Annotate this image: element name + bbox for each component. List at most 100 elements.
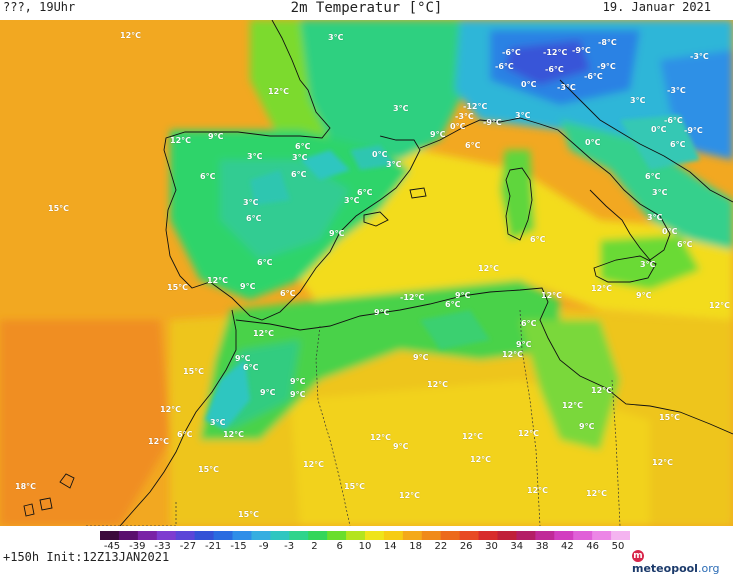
temperature-label: -3°C	[667, 86, 686, 95]
color-scale-swatch	[346, 531, 366, 540]
temperature-label: -6°C	[495, 62, 514, 71]
temperature-label: 0°C	[585, 138, 601, 147]
color-scale-swatch	[118, 531, 139, 540]
color-scale-swatch	[156, 531, 177, 540]
color-scale-tick: 6	[336, 541, 343, 552]
temperature-label: -3°C	[690, 52, 709, 61]
temperature-label: 12°C	[399, 491, 421, 500]
temperature-label: 3°C	[652, 188, 668, 197]
temperature-label: 9°C	[430, 130, 446, 139]
temperature-label: -9°C	[483, 118, 502, 127]
temperature-label: 15°C	[48, 204, 70, 213]
color-scale-swatch	[478, 531, 498, 540]
color-scale-ticks: -45 -39 -33 -27 -21 -15 -9 -3 2 6 10 14 18 22 26 30 34 38…	[100, 541, 630, 553]
meteopool-logo[interactable]: mmeteopool.org	[632, 547, 733, 575]
temperature-label: 6°C	[280, 289, 296, 298]
temperature-label: -6°C	[584, 72, 603, 81]
temperature-label: -6°C	[664, 116, 683, 125]
color-scale-tick: -15	[230, 541, 247, 552]
temperature-label: 6°C	[357, 188, 373, 197]
color-scale-tick: 2	[311, 541, 318, 552]
temperature-label: 6°C	[295, 142, 311, 151]
color-scale-swatch	[592, 531, 612, 540]
color-scale-tick: 50	[611, 541, 625, 552]
temperature-label: 3°C	[386, 160, 402, 169]
temperature-label: 6°C	[677, 240, 693, 249]
temperature-label: 12°C	[652, 458, 674, 467]
coastlines	[23, 20, 733, 526]
temperature-label: 15°C	[238, 510, 260, 519]
temperature-label: 3°C	[344, 196, 360, 205]
temperature-label: 3°C	[292, 153, 308, 162]
color-scale-swatch	[100, 531, 120, 540]
color-scale-swatch	[459, 531, 480, 540]
color-scale-swatch	[497, 531, 517, 540]
temperature-label: 12°C	[253, 329, 275, 338]
color-scale-swatch	[611, 531, 630, 540]
color-scale-swatch	[327, 531, 347, 540]
temperature-label: 12°C	[591, 284, 613, 293]
temperature-label: 9°C	[290, 390, 306, 399]
temperature-label: 6°C	[200, 172, 216, 181]
color-scale-tick: 26	[459, 541, 473, 552]
color-scale-swatch	[137, 531, 158, 540]
color-scale-tick: 30	[485, 541, 498, 552]
color-scale-swatch	[554, 531, 574, 540]
temperature-label: 6°C	[521, 319, 537, 328]
color-scale-swatch	[516, 531, 536, 540]
temperature-label: 12°C	[562, 401, 584, 410]
temperature-label: 3°C	[328, 33, 344, 42]
temperature-label: 9°C	[636, 291, 652, 300]
color-scale-swatch	[440, 531, 461, 540]
color-scale-swatch	[175, 531, 196, 540]
temperature-label: 9°C	[329, 229, 345, 238]
temperature-label: 9°C	[579, 422, 595, 431]
temperature-label: 12°C	[427, 380, 449, 389]
temperature-label: -12°C	[400, 293, 425, 302]
temperature-label: 6°C	[530, 235, 546, 244]
temperature-label: 9°C	[393, 442, 409, 451]
map-footer: -45 -39 -33 -27 -21 -15 -9 -3 2 6 10 14 18 22 26 30 34 38…	[0, 526, 733, 575]
temperature-label: 6°C	[243, 363, 259, 372]
color-scale-swatch	[421, 531, 442, 540]
temperature-label: 6°C	[670, 140, 686, 149]
temperature-label: -6°C	[545, 65, 564, 74]
temperature-label: 6°C	[445, 300, 461, 309]
temperature-label: 12°C	[518, 429, 540, 438]
temperature-label: 15°C	[659, 413, 681, 422]
temperature-label: 0°C	[372, 150, 388, 159]
temperature-label: -3°C	[557, 83, 576, 92]
temperature-label: 12°C	[303, 460, 325, 469]
temperature-label: 3°C	[243, 198, 259, 207]
color-scale-tick: 10	[358, 541, 372, 552]
color-scale-tick: 46	[586, 541, 600, 552]
temperature-field	[0, 20, 733, 526]
color-scale-tick: 42	[561, 541, 574, 552]
temperature-label: 15°C	[344, 482, 366, 491]
temperature-label: 6°C	[246, 214, 262, 223]
temperature-label: 12°C	[470, 455, 492, 464]
color-scale-swatch	[365, 531, 385, 540]
temperature-label: 3°C	[247, 152, 263, 161]
color-scale-tick: -33	[154, 541, 171, 552]
color-scale-swatch	[232, 531, 252, 540]
temperature-label: -9°C	[572, 46, 591, 55]
temperature-label: 12°C	[586, 489, 608, 498]
temperature-detail	[205, 115, 700, 430]
color-scale-tick: 22	[434, 541, 448, 552]
temperature-label: 0°C	[651, 125, 667, 134]
temperature-label: 3°C	[630, 96, 646, 105]
temperature-label: 12°C	[541, 291, 563, 300]
map-header: ???, 19Uhr 2m Temperatur [°C] 19. Januar…	[0, 0, 733, 20]
temperature-label: 12°C	[207, 276, 229, 285]
temperature-label: 12°C	[591, 386, 613, 395]
temperature-label: 6°C	[645, 172, 661, 181]
color-scale-swatch	[308, 531, 328, 540]
temperature-label: 6°C	[257, 258, 273, 267]
temperature-map	[0, 20, 733, 526]
temperature-label: 9°C	[208, 132, 224, 141]
color-scale-bar	[100, 531, 630, 540]
temperature-label: 12°C	[268, 87, 290, 96]
color-scale-tick: -27	[179, 541, 197, 552]
temperature-label: -12°C	[543, 48, 568, 57]
